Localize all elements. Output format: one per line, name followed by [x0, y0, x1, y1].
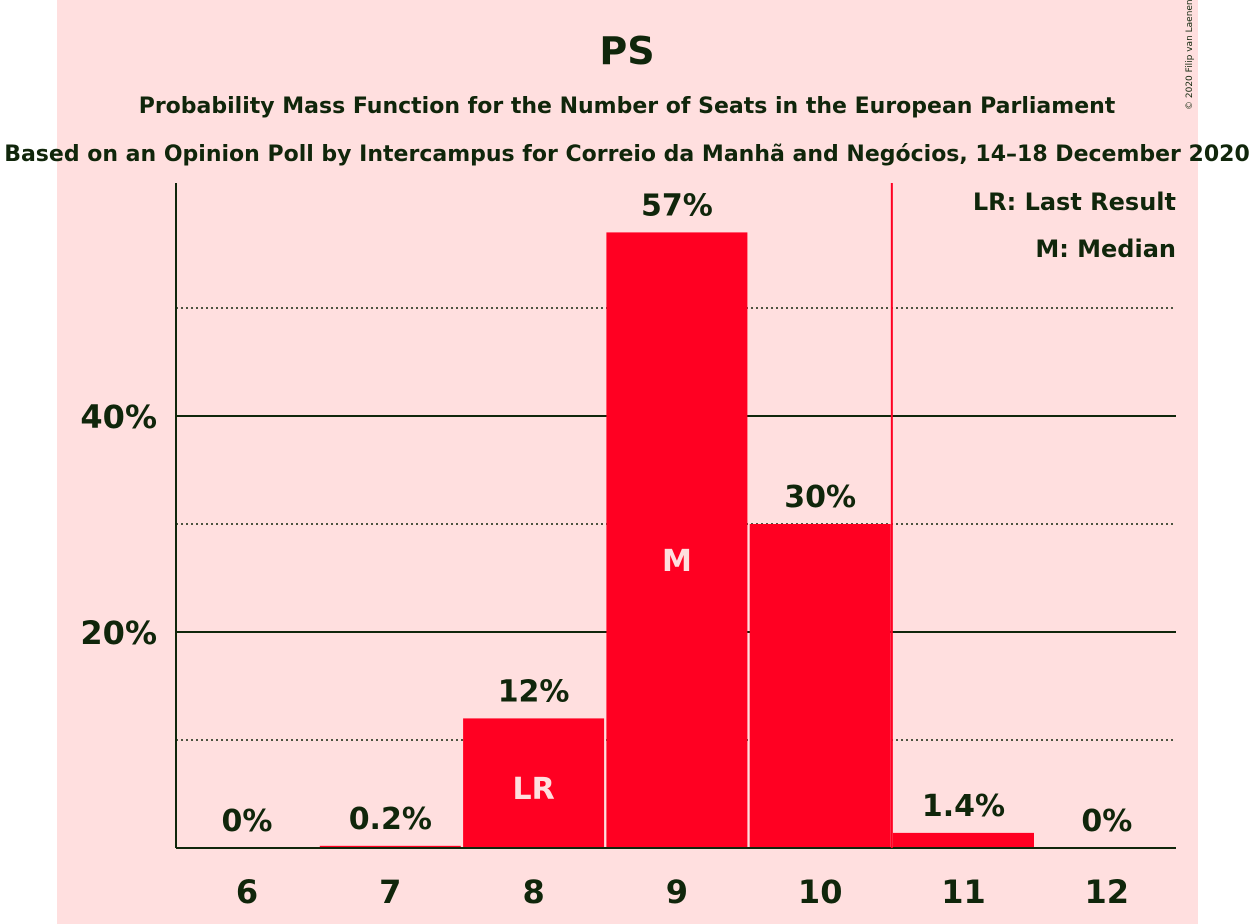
chart-title: PS — [599, 29, 654, 73]
chart-subtitle: Probability Mass Function for the Number… — [139, 94, 1116, 119]
y-tick-label: 40% — [80, 398, 157, 436]
value-label-6: 0% — [222, 804, 273, 839]
x-tick-label: 6 — [236, 873, 258, 911]
x-tick-label: 11 — [941, 873, 986, 911]
x-tick-label: 10 — [798, 873, 843, 911]
x-tick-label: 8 — [522, 873, 544, 911]
value-label-8: 12% — [498, 674, 570, 709]
x-tick-label: 12 — [1085, 873, 1130, 911]
value-label-12: 0% — [1081, 804, 1132, 839]
legend-last-result: LR: Last Result — [973, 188, 1176, 216]
bar-9 — [606, 232, 748, 848]
y-tick-label: 20% — [80, 614, 157, 652]
bar-annotation-lr: LR — [512, 772, 554, 807]
value-label-11: 1.4% — [922, 789, 1005, 824]
chart-subtitle-source: Based on an Opinion Poll by Intercampus … — [4, 142, 1250, 167]
bar-8 — [463, 718, 605, 848]
value-label-7: 0.2% — [349, 802, 432, 837]
value-label-9: 57% — [641, 188, 713, 223]
x-tick-labels: 6 7 8 9 10 11 12 — [236, 873, 1129, 911]
bar-11 — [893, 832, 1034, 848]
bar-annotation-m: M — [662, 544, 692, 579]
bar-value-labels: 0% 0.2% 12% LR 57% M 30% 1.4% 0% — [222, 188, 1133, 839]
bar-10 — [749, 524, 891, 848]
value-label-10: 30% — [784, 480, 856, 515]
bars — [319, 232, 1034, 848]
x-tick-label: 9 — [666, 873, 688, 911]
x-tick-label: 7 — [379, 873, 401, 911]
bar-7 — [319, 845, 461, 848]
copyright-notice: © 2020 Filip van Laenen — [1185, 0, 1195, 110]
y-tick-labels: 20% 40% — [80, 398, 157, 652]
legend-median: M: Median — [1035, 235, 1176, 263]
